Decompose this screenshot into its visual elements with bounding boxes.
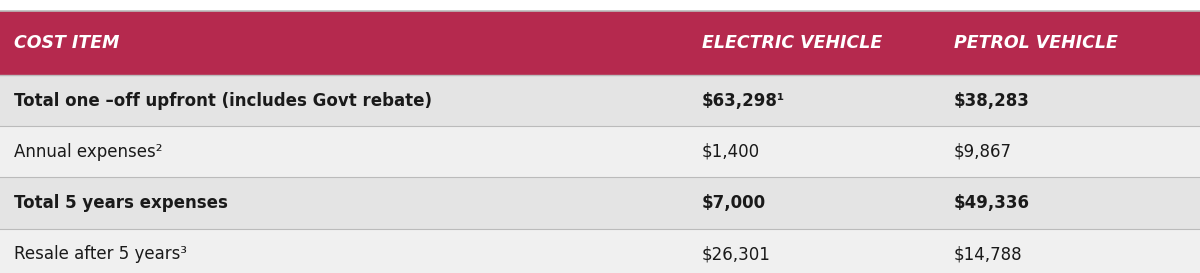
Text: Total 5 years expenses: Total 5 years expenses — [14, 194, 228, 212]
Text: PETROL VEHICLE: PETROL VEHICLE — [954, 34, 1118, 52]
Text: ELECTRIC VEHICLE: ELECTRIC VEHICLE — [702, 34, 882, 52]
Text: $1,400: $1,400 — [702, 143, 760, 161]
Text: Annual expenses²: Annual expenses² — [14, 143, 163, 161]
Text: COST ITEM: COST ITEM — [14, 34, 120, 52]
Text: Resale after 5 years³: Resale after 5 years³ — [14, 245, 187, 263]
Text: $26,301: $26,301 — [702, 245, 770, 263]
Bar — [0, 126, 1200, 177]
Bar — [0, 177, 1200, 229]
Text: $7,000: $7,000 — [702, 194, 766, 212]
Text: $38,283: $38,283 — [954, 92, 1030, 110]
Bar — [0, 75, 1200, 126]
Text: $9,867: $9,867 — [954, 143, 1012, 161]
Text: Total one –off upfront (includes Govt rebate): Total one –off upfront (includes Govt re… — [14, 92, 432, 110]
Text: $14,788: $14,788 — [954, 245, 1022, 263]
Bar — [0, 229, 1200, 273]
Bar — [0, 11, 1200, 75]
Text: $63,298¹: $63,298¹ — [702, 92, 785, 110]
Text: $49,336: $49,336 — [954, 194, 1030, 212]
